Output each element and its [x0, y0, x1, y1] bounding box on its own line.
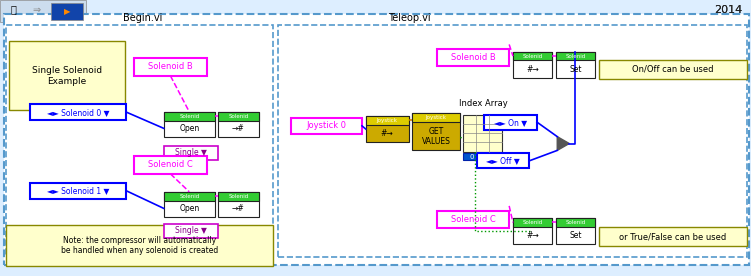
Text: ◄► Off ▼: ◄► Off ▼ [487, 156, 520, 165]
Text: Solenid: Solenid [523, 220, 542, 225]
Text: Single Solenoid
Example: Single Solenoid Example [32, 66, 102, 86]
Text: Solenid: Solenid [179, 114, 199, 119]
Text: Single ▼: Single ▼ [175, 226, 207, 235]
FancyBboxPatch shape [513, 52, 552, 78]
FancyBboxPatch shape [278, 25, 747, 257]
FancyBboxPatch shape [6, 225, 273, 266]
Text: Note: the compressor will automatically
be handled when any solenoid is created: Note: the compressor will automatically … [61, 236, 218, 255]
Text: Joystick: Joystick [426, 115, 446, 120]
FancyBboxPatch shape [599, 227, 747, 246]
FancyBboxPatch shape [30, 183, 126, 199]
FancyBboxPatch shape [366, 116, 409, 125]
FancyBboxPatch shape [463, 115, 502, 152]
FancyBboxPatch shape [477, 153, 529, 168]
Text: ◄► Solenoid 1 ▼: ◄► Solenoid 1 ▼ [47, 186, 110, 195]
Text: Open: Open [179, 204, 199, 213]
Text: #→: #→ [526, 231, 538, 240]
FancyBboxPatch shape [556, 218, 595, 244]
Text: 2014: 2014 [713, 5, 742, 15]
FancyBboxPatch shape [164, 192, 215, 201]
Text: Joystick: Joystick [377, 118, 397, 123]
Text: or True/False can be used: or True/False can be used [620, 232, 726, 241]
FancyBboxPatch shape [484, 115, 537, 130]
FancyBboxPatch shape [134, 58, 207, 76]
Text: 0: 0 [469, 154, 474, 160]
FancyBboxPatch shape [556, 218, 595, 227]
FancyBboxPatch shape [4, 14, 749, 265]
Text: Solenoid C: Solenoid C [451, 215, 496, 224]
FancyBboxPatch shape [218, 192, 259, 201]
Text: Set: Set [569, 65, 581, 74]
FancyBboxPatch shape [599, 60, 747, 79]
Text: →#: →# [232, 124, 245, 133]
Text: On/Off can be used: On/Off can be used [632, 65, 713, 74]
FancyBboxPatch shape [463, 153, 480, 160]
FancyBboxPatch shape [412, 113, 460, 150]
Text: →#: →# [232, 204, 245, 213]
FancyBboxPatch shape [9, 41, 125, 110]
Text: ⇒: ⇒ [32, 5, 40, 15]
FancyBboxPatch shape [218, 112, 259, 121]
FancyBboxPatch shape [218, 112, 259, 137]
Text: #→: #→ [381, 129, 394, 138]
FancyBboxPatch shape [6, 25, 273, 257]
FancyBboxPatch shape [437, 211, 509, 228]
Text: ◄► On ▼: ◄► On ▼ [494, 118, 527, 127]
Text: Joystick 0: Joystick 0 [306, 121, 347, 130]
Text: Teleop.vi: Teleop.vi [388, 13, 430, 23]
FancyBboxPatch shape [513, 218, 552, 244]
Text: Solenoid C: Solenoid C [148, 160, 193, 169]
FancyBboxPatch shape [366, 116, 409, 142]
FancyBboxPatch shape [134, 156, 207, 174]
Text: GET
VALUES: GET VALUES [421, 126, 451, 146]
Text: Begin.vi: Begin.vi [123, 13, 162, 23]
Text: Solenoid B: Solenoid B [148, 62, 193, 71]
Text: Single ▼: Single ▼ [175, 148, 207, 157]
FancyBboxPatch shape [412, 113, 460, 122]
FancyBboxPatch shape [513, 218, 552, 227]
FancyBboxPatch shape [0, 0, 86, 22]
FancyBboxPatch shape [164, 224, 218, 238]
FancyBboxPatch shape [164, 112, 215, 137]
FancyBboxPatch shape [513, 52, 552, 60]
FancyBboxPatch shape [164, 192, 215, 217]
Text: ✋: ✋ [11, 5, 17, 15]
Text: Solenid: Solenid [228, 114, 249, 119]
Text: Solenid: Solenid [179, 194, 199, 199]
FancyBboxPatch shape [164, 112, 215, 121]
Text: Set: Set [569, 231, 581, 240]
Text: #→: #→ [526, 65, 538, 74]
Text: ◄► Solenoid 0 ▼: ◄► Solenoid 0 ▼ [47, 108, 110, 116]
FancyBboxPatch shape [164, 146, 218, 160]
Text: Open: Open [179, 124, 199, 133]
Text: ▶: ▶ [64, 7, 70, 16]
Text: Solenid: Solenid [566, 54, 585, 59]
FancyBboxPatch shape [30, 104, 126, 120]
FancyBboxPatch shape [218, 192, 259, 217]
FancyBboxPatch shape [437, 49, 509, 66]
Text: Solenid: Solenid [523, 54, 542, 59]
Polygon shape [557, 137, 569, 150]
FancyBboxPatch shape [291, 118, 362, 134]
Text: 2014: 2014 [713, 5, 742, 15]
FancyBboxPatch shape [556, 52, 595, 60]
FancyBboxPatch shape [51, 3, 83, 20]
Text: Solenid: Solenid [228, 194, 249, 199]
FancyBboxPatch shape [556, 52, 595, 78]
Text: Solenid: Solenid [566, 220, 585, 225]
Text: Solenoid B: Solenoid B [451, 53, 496, 62]
Text: Index Array: Index Array [459, 99, 507, 108]
